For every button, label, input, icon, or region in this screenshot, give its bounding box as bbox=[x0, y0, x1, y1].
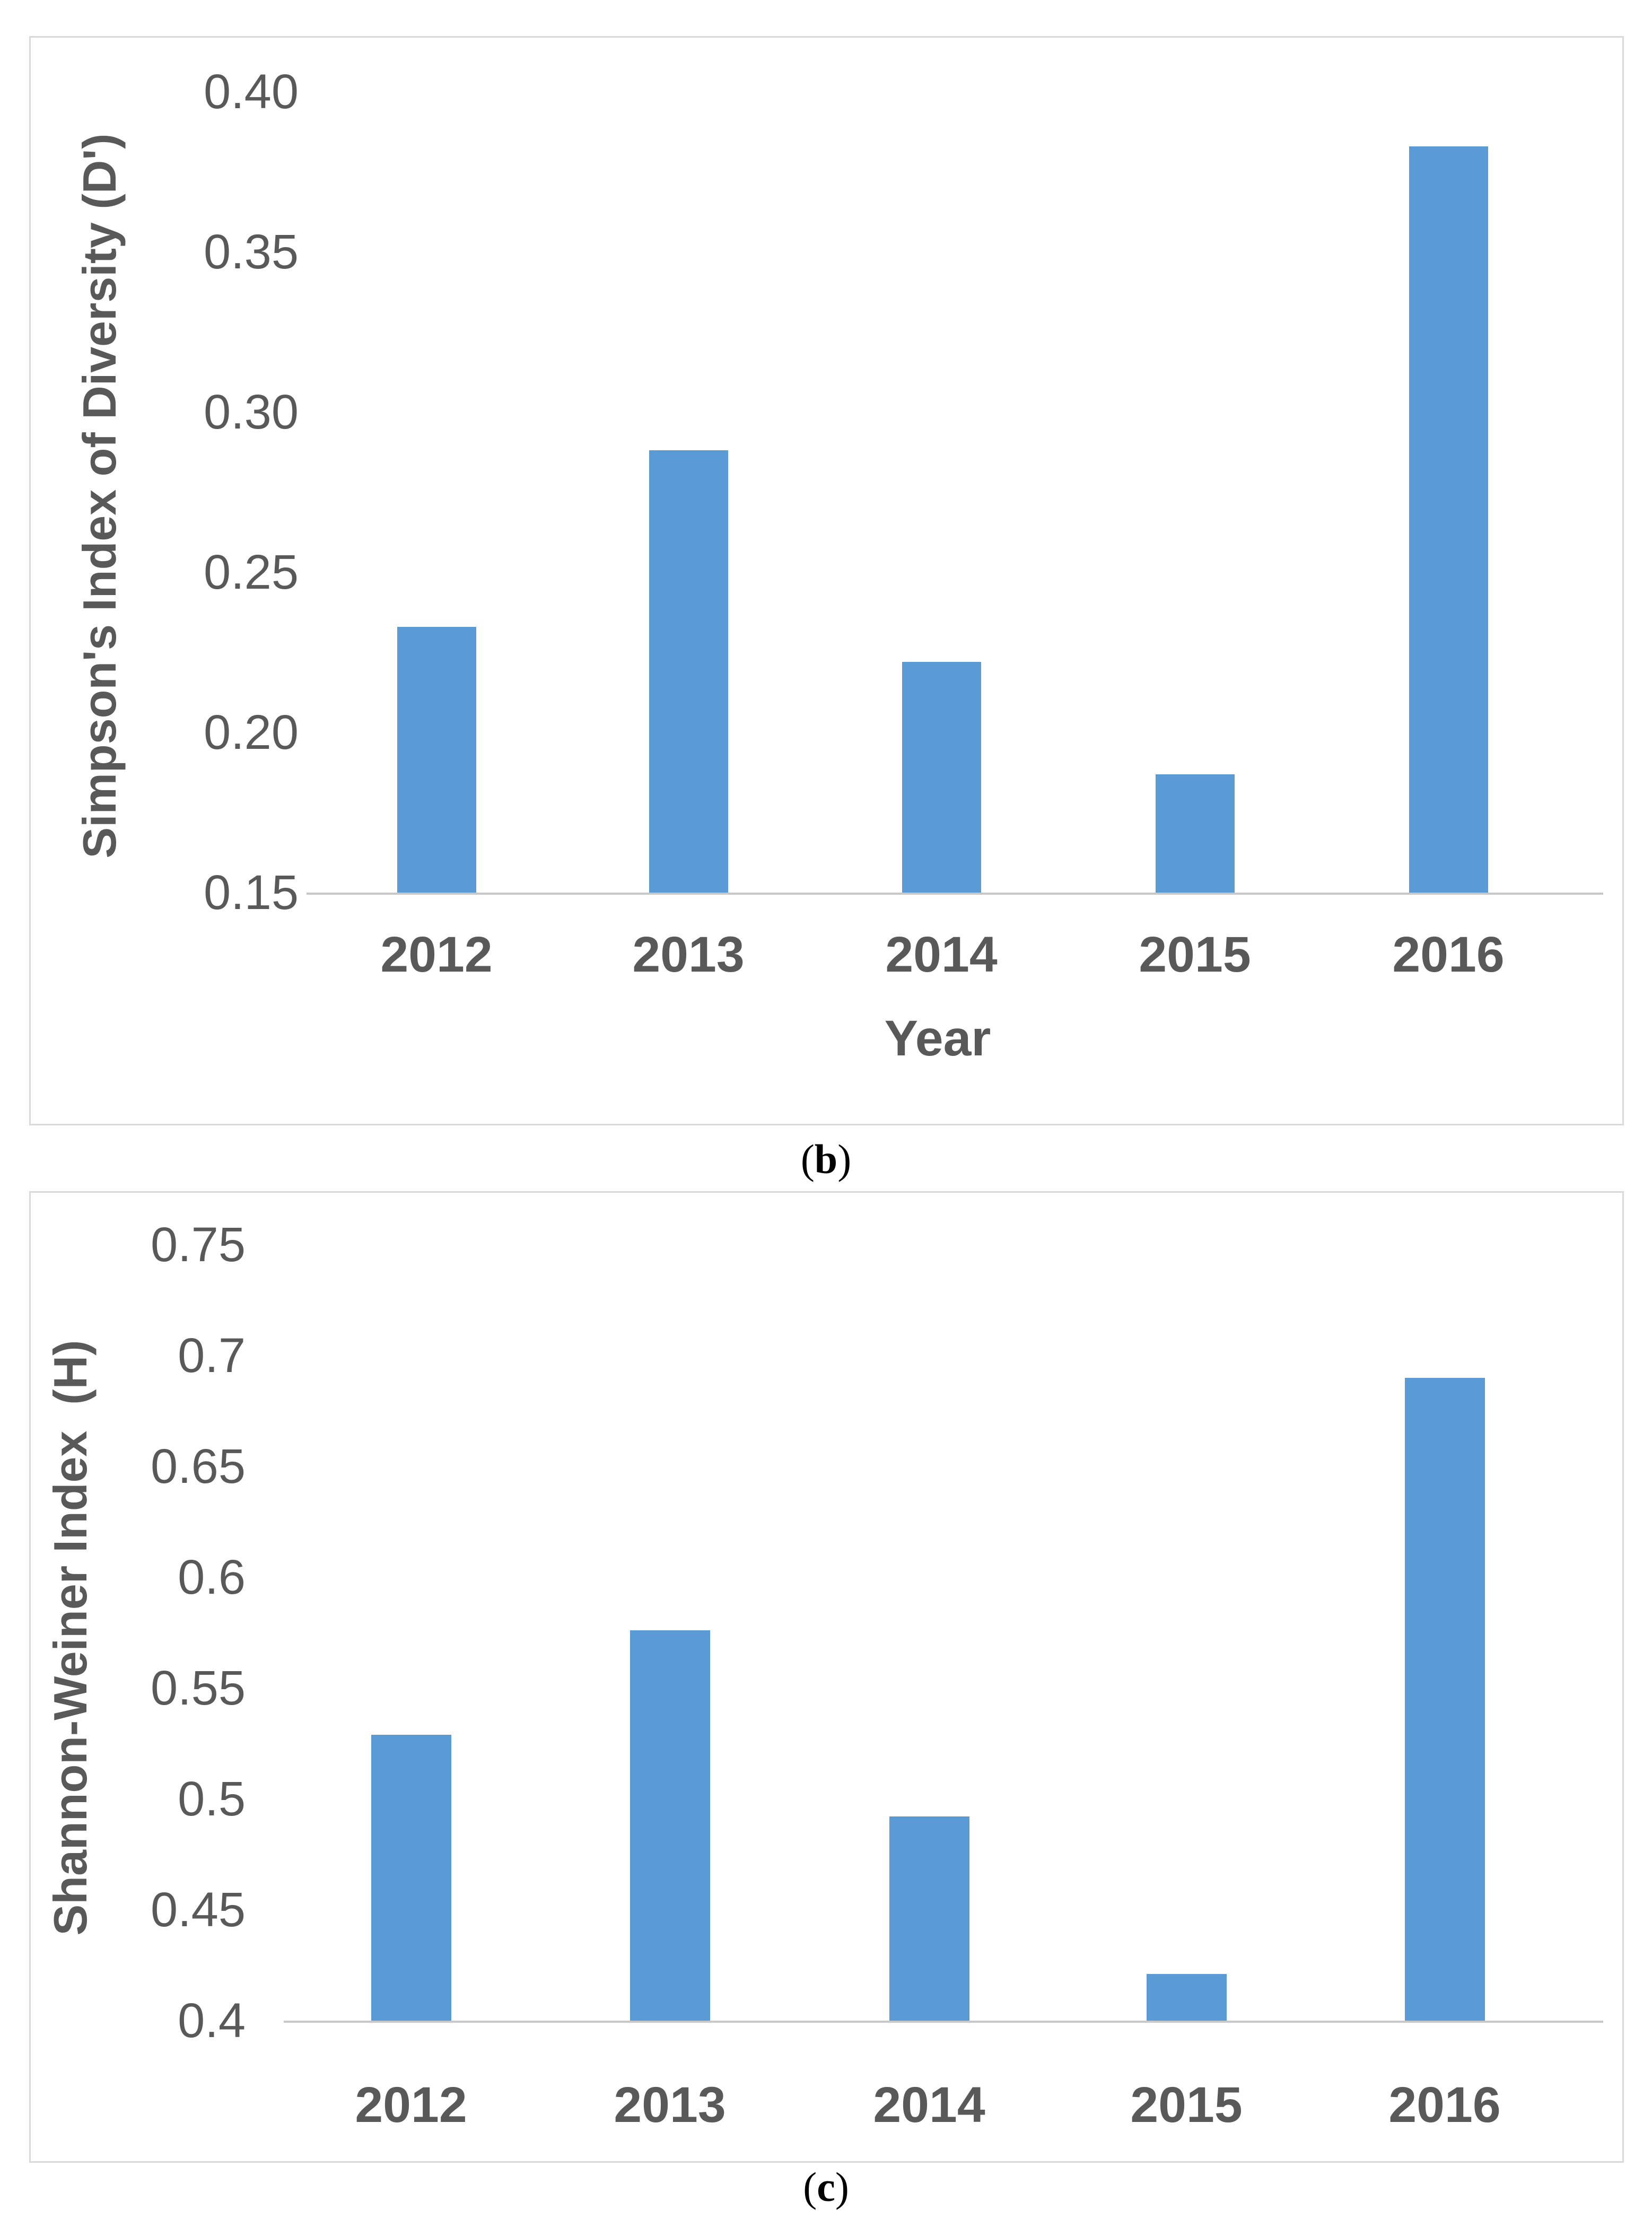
x-category-label: 2013 bbox=[632, 927, 745, 983]
x-category-label: 2016 bbox=[1388, 2077, 1501, 2133]
caption-close-paren: ) bbox=[835, 2164, 849, 2210]
bar-2012 bbox=[371, 1735, 451, 2021]
x-category-label: 2013 bbox=[614, 2077, 726, 2133]
x-category-label: 2012 bbox=[355, 2077, 467, 2133]
bar-2013 bbox=[630, 1630, 710, 2021]
x-category-label: 2015 bbox=[1139, 927, 1251, 983]
caption-open-paren: ( bbox=[803, 2164, 817, 2210]
bar-2016 bbox=[1405, 1378, 1485, 2021]
bar-2015 bbox=[1156, 774, 1235, 893]
bar-2014 bbox=[889, 1816, 969, 2021]
x-axis-title-b: Year bbox=[884, 1010, 991, 1067]
x-category-label: 2014 bbox=[873, 2077, 985, 2133]
x-category-label: 2016 bbox=[1392, 927, 1505, 983]
caption-letter: b bbox=[814, 1136, 838, 1182]
figure-caption-b: (b) bbox=[0, 1135, 1652, 1183]
bar-2016 bbox=[1409, 146, 1488, 893]
y-tick-label: 0.65 bbox=[150, 1439, 246, 1493]
y-tick-label: 0.75 bbox=[150, 1218, 246, 1272]
caption-letter: c bbox=[817, 2164, 835, 2210]
y-tick-label: 0.6 bbox=[178, 1550, 246, 1604]
x-category-label: 2012 bbox=[380, 927, 493, 983]
y-tick-label: 0.20 bbox=[203, 705, 299, 759]
y-tick-label: 0.25 bbox=[203, 545, 299, 599]
bar-2013 bbox=[649, 450, 728, 893]
y-axis-title-b: Simpson's Index of Diversity (D') bbox=[73, 133, 126, 859]
bar-2015 bbox=[1147, 1974, 1227, 2021]
plot-area-c: Shannon-Weiner Index (H) 0.4 0.45 0.5 0.55 0… bbox=[31, 1193, 1622, 2161]
y-tick-label: 0.40 bbox=[203, 65, 299, 119]
y-tick-label: 0.55 bbox=[150, 1661, 246, 1715]
y-tick-label: 0.35 bbox=[203, 225, 299, 279]
x-axis-line bbox=[307, 893, 1603, 895]
x-category-label: 2014 bbox=[885, 927, 998, 983]
chart-panel-c: Shannon-Weiner Index (H) 0.4 0.45 0.5 0.55 0… bbox=[29, 1191, 1624, 2163]
figure-caption-c: (c) bbox=[0, 2163, 1652, 2211]
caption-close-paren: ) bbox=[837, 1136, 852, 1182]
caption-open-paren: ( bbox=[800, 1136, 815, 1182]
y-tick-label: 0.30 bbox=[203, 385, 299, 439]
y-tick-label: 0.45 bbox=[150, 1883, 246, 1937]
y-tick-label: 0.7 bbox=[178, 1329, 246, 1383]
bar-2014 bbox=[902, 662, 981, 893]
x-axis-line bbox=[284, 2021, 1603, 2023]
chart-panel-b: Simpson's Index of Diversity (D') Year 0… bbox=[29, 36, 1624, 1125]
y-tick-label: 0.5 bbox=[178, 1772, 246, 1826]
y-tick-label: 0.4 bbox=[178, 1994, 246, 2048]
x-category-label: 2015 bbox=[1130, 2077, 1243, 2133]
bar-2012 bbox=[397, 627, 476, 893]
y-tick-label: 0.15 bbox=[203, 866, 299, 920]
plot-area-b: Simpson's Index of Diversity (D') Year 0… bbox=[31, 38, 1622, 1124]
